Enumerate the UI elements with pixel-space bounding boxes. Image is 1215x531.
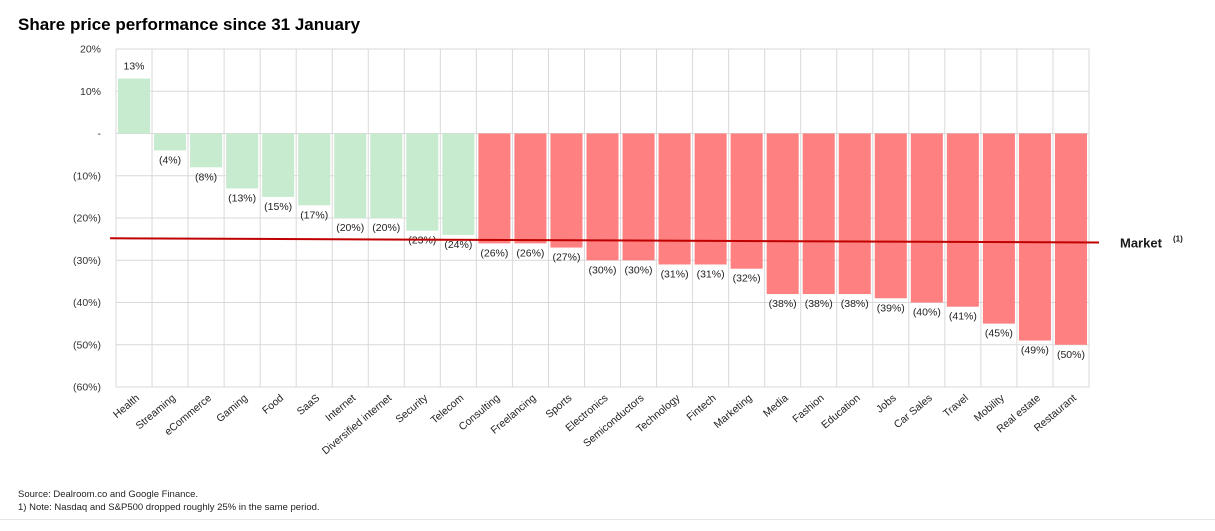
bar — [406, 133, 439, 231]
x-tick-label: Health — [111, 392, 142, 421]
data-label: (26%) — [480, 247, 508, 259]
x-tick-label: Sports — [543, 392, 574, 421]
bar — [370, 133, 403, 218]
data-label: (20%) — [372, 222, 400, 234]
data-label: (23%) — [408, 235, 436, 247]
market-reference: Market (1) — [109, 235, 1183, 251]
y-tick-label: 20% — [80, 44, 101, 56]
x-tick-label: Food — [260, 392, 286, 417]
data-label: (45%) — [985, 328, 1013, 340]
bar — [442, 133, 475, 235]
bar — [550, 133, 583, 248]
x-tick-label: Security — [393, 392, 430, 426]
bar — [514, 133, 547, 244]
divider — [0, 519, 1215, 520]
data-label: (24%) — [444, 239, 472, 251]
bar — [802, 133, 835, 295]
y-tick-label: 10% — [80, 86, 101, 98]
bar — [838, 133, 871, 295]
x-tick-label: Fintech — [684, 392, 718, 423]
data-label: (8%) — [195, 171, 217, 183]
x-tick-label: Media — [761, 392, 791, 420]
market-line — [109, 237, 1100, 244]
bar — [478, 133, 511, 244]
bar — [154, 133, 187, 151]
data-label: (31%) — [661, 268, 689, 280]
bar — [622, 133, 655, 261]
y-tick-label: (60%) — [73, 382, 101, 394]
data-label: (27%) — [552, 252, 580, 264]
bar — [874, 133, 907, 299]
data-label: (32%) — [733, 273, 761, 285]
bars — [118, 78, 1087, 345]
y-axis-ticks: 20% 10% - (10%) (20%) (30%) (40%) (50%) (60%) — [73, 44, 102, 394]
bar — [298, 133, 331, 206]
y-tick-label: (50%) — [73, 339, 101, 351]
x-tick-label: Education — [819, 392, 863, 431]
data-labels: 13% (4%) (8%) (13%) (15%) (17%) (20%) (20%) (23%… — [124, 61, 1085, 361]
data-label: (26%) — [516, 247, 544, 259]
y-tick-label: (30%) — [73, 255, 101, 267]
bar — [262, 133, 295, 197]
x-tick-label: Gaming — [214, 392, 250, 425]
data-label: (49%) — [1021, 345, 1049, 357]
bar — [694, 133, 727, 265]
bar — [982, 133, 1015, 324]
data-label: (30%) — [625, 264, 653, 276]
data-label: (38%) — [805, 298, 833, 310]
bar — [226, 133, 259, 189]
data-label: (20%) — [336, 222, 364, 234]
data-label: (38%) — [769, 298, 797, 310]
x-tick-label: Car Sales — [892, 392, 935, 431]
x-tick-label: Travel — [941, 392, 971, 420]
bar — [730, 133, 763, 269]
bar — [586, 133, 619, 261]
bar — [766, 133, 799, 295]
data-label: (39%) — [877, 302, 905, 314]
data-label: (50%) — [1057, 349, 1085, 361]
bar — [910, 133, 943, 303]
market-label: Market — [1120, 236, 1163, 251]
data-label: (38%) — [841, 298, 869, 310]
bar — [658, 133, 691, 265]
bar — [190, 133, 223, 168]
data-label: (31%) — [697, 268, 725, 280]
data-label: (17%) — [300, 209, 328, 221]
y-tick-label: (20%) — [73, 213, 101, 225]
data-label: (41%) — [949, 311, 977, 323]
bar — [1018, 133, 1051, 341]
x-tick-label: Semiconductors — [581, 392, 646, 450]
bar-chart: 20% 10% - (10%) (20%) (30%) (40%) (50%) (60%) 13… — [73, 44, 1183, 458]
data-label: (30%) — [588, 264, 616, 276]
bar — [1054, 133, 1087, 345]
bar — [334, 133, 367, 218]
data-label: (15%) — [264, 201, 292, 213]
bar — [946, 133, 979, 307]
y-tick-label: (40%) — [73, 297, 101, 309]
y-tick-label: (10%) — [73, 170, 101, 182]
chart-title: Share price performance since 31 January — [18, 15, 361, 34]
bar — [118, 78, 151, 134]
x-tick-label: Marketing — [712, 392, 755, 431]
source-note: Source: Dealroom.co and Google Finance. — [18, 489, 199, 500]
market-footnote-marker: (1) — [1173, 235, 1183, 244]
data-label: 13% — [124, 61, 145, 73]
y-tick-label: - — [98, 128, 102, 140]
footnotes: Source: Dealroom.co and Google Finance. … — [18, 488, 320, 514]
x-tick-label: Jobs — [874, 392, 899, 415]
data-label: (4%) — [159, 154, 181, 166]
x-tick-label: SaaS — [295, 392, 322, 418]
data-label: (40%) — [913, 307, 941, 319]
footnote-1: 1) Note: Nasdaq and S&P500 dropped rough… — [18, 502, 320, 513]
data-label: (13%) — [228, 192, 256, 204]
